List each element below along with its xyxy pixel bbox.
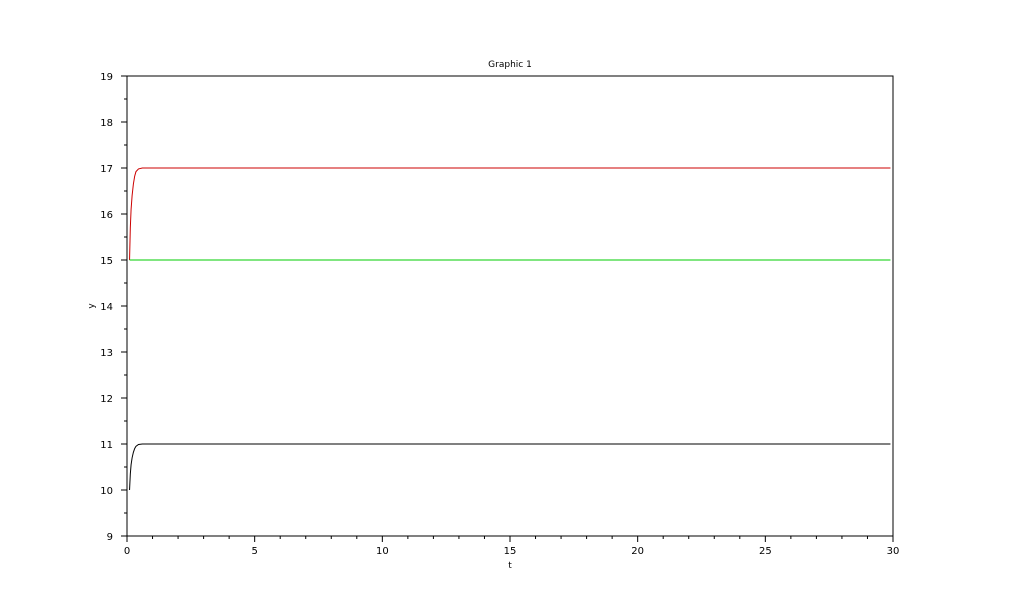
y-tick-label: 18 — [100, 118, 113, 129]
x-tick-label: 30 — [887, 546, 900, 557]
y-tick-label: 17 — [100, 164, 113, 175]
x-axis-label: t — [508, 561, 512, 571]
y-tick-label: 16 — [100, 210, 113, 221]
x-tick-label: 0 — [124, 546, 130, 557]
y-tick-label: 15 — [100, 256, 113, 267]
y-tick-label: 9 — [107, 532, 113, 543]
x-tick-label: 15 — [504, 546, 517, 557]
y-axis-label: y — [87, 303, 97, 309]
y-tick-label: 11 — [100, 440, 113, 451]
y-tick-label: 14 — [100, 302, 113, 313]
y-axis: 9 10 11 12 13 14 15 16 17 18 19 — [100, 72, 127, 543]
y-tick-label: 19 — [100, 72, 113, 83]
y-tick-label: 10 — [100, 486, 113, 497]
series-black-line — [129, 443, 891, 491]
y-tick-label: 13 — [100, 348, 113, 359]
series-layer — [129, 167, 891, 491]
y-tick-label: 12 — [100, 394, 113, 405]
chart-title: Graphic 1 — [488, 60, 532, 70]
x-axis: 0 5 10 15 20 25 30 — [124, 536, 900, 557]
x-tick-label: 25 — [759, 546, 772, 557]
series-red-line — [129, 167, 891, 261]
plot-frame — [126, 75, 894, 537]
x-tick-label: 10 — [376, 546, 389, 557]
x-tick-label: 5 — [251, 546, 257, 557]
x-tick-label: 20 — [631, 546, 644, 557]
